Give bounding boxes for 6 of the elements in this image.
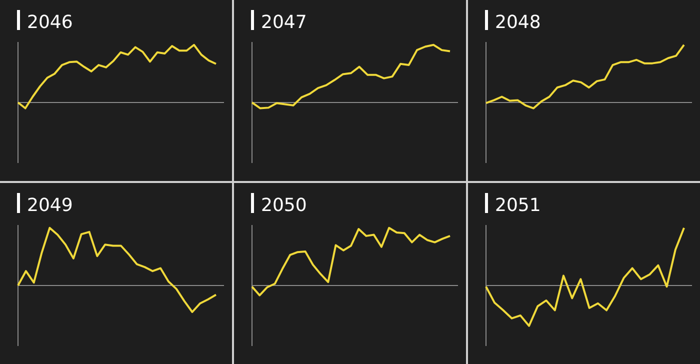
chart-title: 2048 [495, 12, 541, 33]
chart-title: 2051 [495, 195, 541, 216]
chart-title: 2046 [27, 12, 73, 33]
chart-title: 2049 [27, 195, 73, 216]
chart-title: 2047 [261, 12, 307, 33]
chart-title: 2050 [261, 195, 307, 216]
